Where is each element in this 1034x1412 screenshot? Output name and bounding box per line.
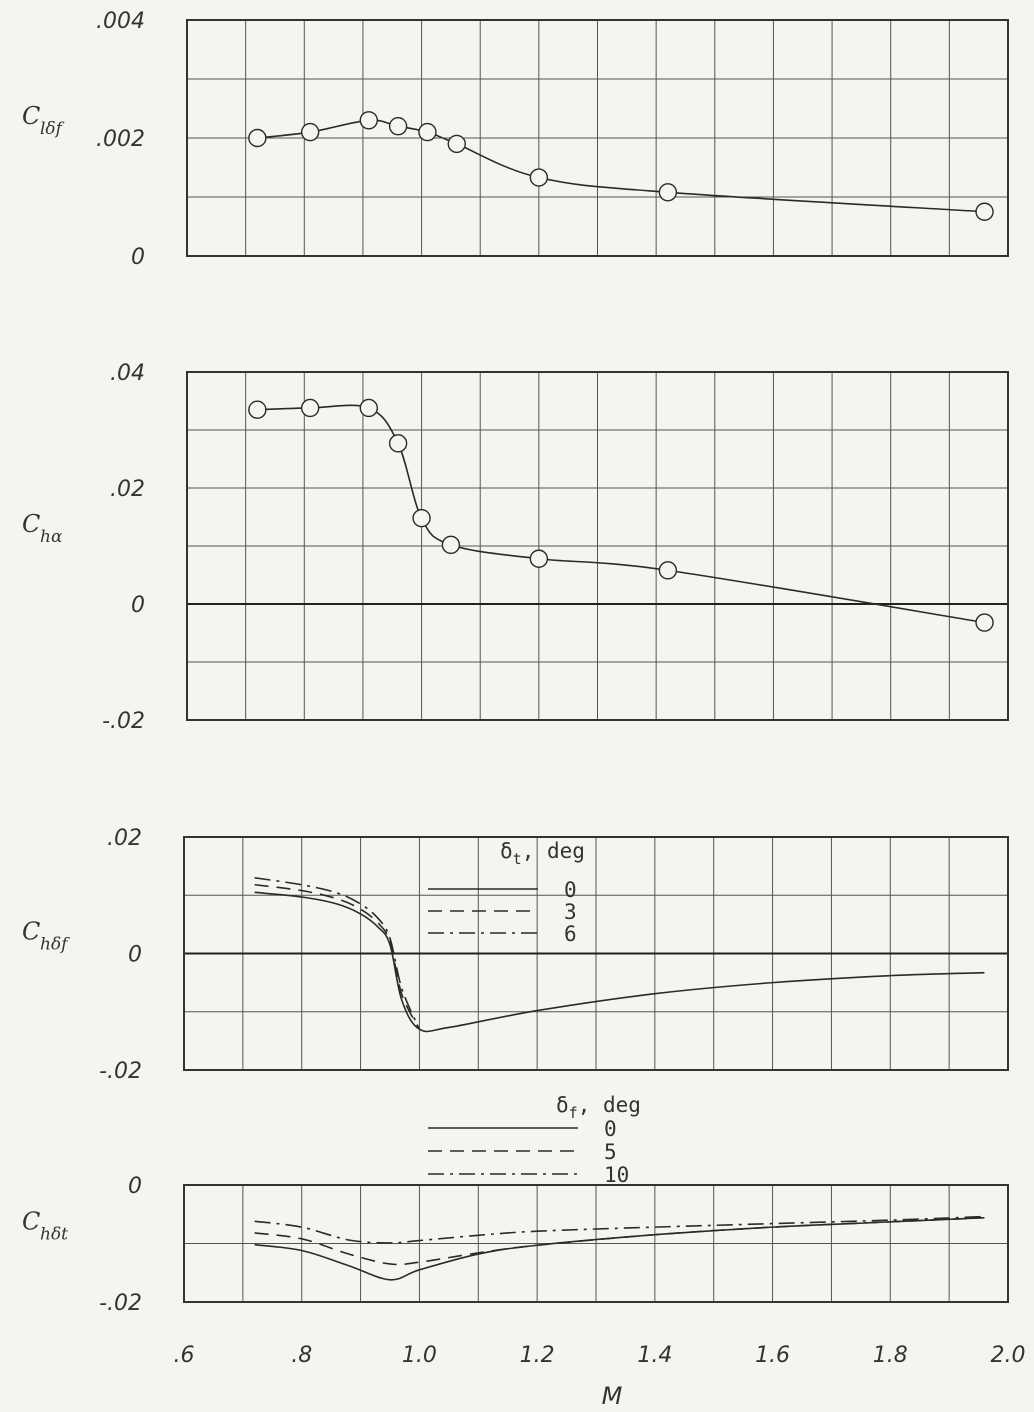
data-point-marker — [300, 122, 320, 142]
data-point-marker — [441, 535, 461, 555]
x-tick-label: .8 — [291, 1343, 312, 1368]
x-tick-label: 2.0 — [991, 1343, 1026, 1368]
x-tick-label: 1.0 — [402, 1343, 437, 1368]
series-line-1 — [257, 404, 985, 624]
legend-label-5: 5 — [604, 1140, 617, 1164]
data-point-marker — [388, 434, 408, 453]
data-point-marker — [658, 183, 678, 202]
x-tick-label: 1.2 — [520, 1343, 555, 1368]
y-axis-label: C — [22, 102, 40, 130]
legend-title: δt, deg — [500, 839, 585, 868]
legend-label-3: 3 — [564, 900, 577, 924]
data-point-marker — [359, 111, 378, 130]
legend-label-0: 0 — [604, 1117, 617, 1141]
series-line-5 — [254, 1216, 985, 1266]
x-tick-label: .6 — [174, 1343, 195, 1368]
series-line-0 — [254, 1216, 985, 1281]
data-point-marker — [300, 398, 320, 418]
x-tick-label: 1.6 — [755, 1343, 790, 1368]
data-point-marker — [975, 202, 994, 221]
data-point-marker — [359, 398, 378, 418]
y-axis-label-subscript: hα — [40, 527, 63, 547]
legend-label-10: 10 — [604, 1163, 629, 1187]
y-axis-label: C — [22, 918, 40, 946]
legend: δt, deg 036 — [428, 839, 585, 946]
data-point-marker — [248, 400, 267, 419]
chart-panel-1: 0 .002 .004 C lδf — [22, 9, 1009, 270]
y-tick-label: 0 — [128, 1174, 142, 1199]
y-tick-label: 0 — [131, 245, 145, 270]
y-tick-label: .02 — [107, 826, 142, 851]
y-tick-label: -.02 — [99, 1059, 142, 1084]
y-tick-label: -.02 — [102, 709, 145, 734]
y-axis-label-subscript: lδf — [40, 119, 65, 139]
y-tick-label: .02 — [110, 477, 145, 502]
series-line-0 — [254, 891, 985, 1033]
y-tick-label: 0 — [128, 943, 142, 968]
series-line-1 — [257, 119, 985, 213]
data-point-marker — [658, 561, 678, 580]
y-tick-label: .04 — [110, 361, 145, 386]
plot-frame — [183, 836, 1009, 1071]
y-tick-label: .004 — [96, 9, 145, 34]
data-point-marker — [412, 508, 431, 528]
data-point-marker — [447, 134, 466, 154]
plot-frame — [183, 1184, 1009, 1303]
legend-title: δf, deg — [556, 1093, 641, 1122]
x-tick-label: 1.4 — [637, 1343, 672, 1368]
chart-panel-2: -.02 0 .02 .04 C hα — [22, 361, 1009, 734]
data-point-marker — [248, 128, 267, 148]
series-line-3 — [254, 883, 421, 1030]
y-tick-label: .002 — [96, 127, 145, 152]
plot-frame — [186, 371, 1009, 721]
y-axis-label-subscript: hδt — [40, 1225, 68, 1245]
plot-frame — [186, 19, 1009, 257]
y-axis-label: C — [22, 510, 40, 538]
data-point-marker — [529, 168, 549, 187]
data-point-marker — [418, 122, 437, 142]
x-tick-label: 1.8 — [873, 1343, 908, 1368]
x-axis-label: M — [602, 1382, 623, 1410]
data-point-marker — [975, 613, 994, 632]
y-tick-label: -.02 — [99, 1291, 142, 1316]
y-axis-label-subscript: hδf — [40, 935, 70, 955]
data-point-marker — [388, 116, 408, 136]
series-line-10 — [254, 1215, 985, 1244]
y-axis-label: C — [22, 1208, 40, 1236]
y-tick-label: 0 — [131, 593, 145, 618]
chart-panels: 0 .002 .004 C lδf -.02 0 .02 .04 C hα -.02 0 .02 C hδf δ… — [22, 9, 1026, 1368]
legend-label-0: 0 — [564, 878, 577, 902]
legend-label-6: 6 — [564, 922, 577, 946]
data-point-marker — [529, 549, 549, 568]
